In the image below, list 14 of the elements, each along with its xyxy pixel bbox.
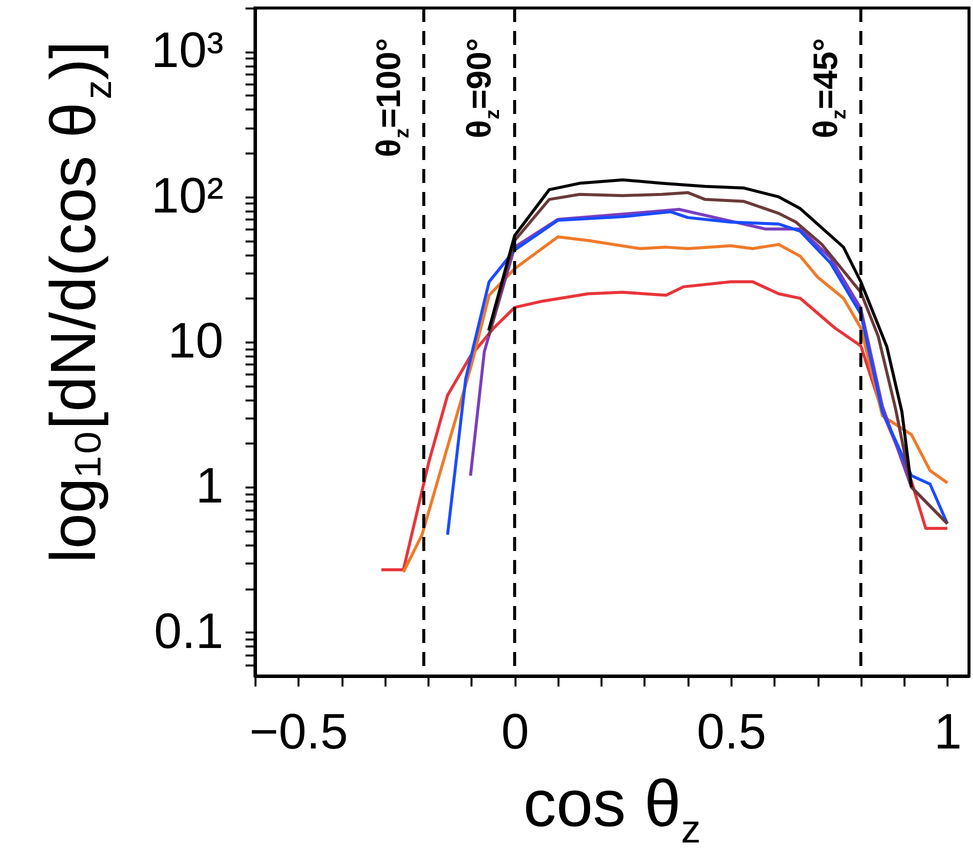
x-tick-label: 0.5	[696, 704, 766, 760]
annotation: θz=90°	[460, 38, 504, 138]
x-tick-label: 1	[934, 704, 962, 760]
y-tick-label: 10	[168, 312, 224, 368]
y-tick-label: 0.1	[154, 602, 224, 659]
annotation: θz=100°	[370, 38, 414, 158]
y-tick-label: 10²	[151, 167, 224, 224]
line-series	[402, 235, 949, 574]
x-tick-label: 0	[501, 704, 530, 760]
y-axis-title: log₁₀[dN/d(cos θz)]	[37, 40, 120, 564]
annotation: θz=45°	[806, 38, 850, 138]
y-tick-label: 1	[196, 458, 224, 514]
y-tick-label: 10³	[151, 22, 224, 78]
x-tick-label: −0.5	[249, 704, 348, 760]
